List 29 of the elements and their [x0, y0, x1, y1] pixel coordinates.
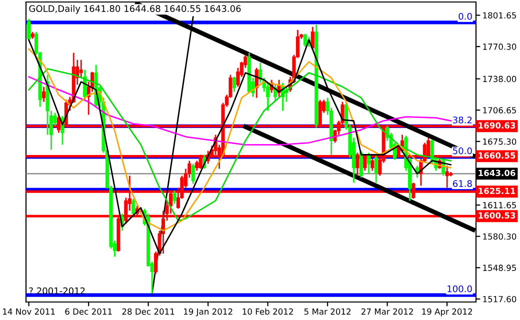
x-tick-label: 27 Mar 2012 [362, 308, 413, 315]
x-tick-label: 14 Nov 2011 [3, 308, 55, 315]
ref-line-label: 1690.63 [478, 122, 516, 129]
annotation: 0.0 [458, 12, 472, 20]
y-tick-label: 1611.65 [483, 202, 516, 208]
annotation: 100.0 [448, 285, 472, 292]
x-tick-label: 19 Jan 2012 [184, 308, 232, 316]
x-tick-label: 19 Apr 2012 [422, 308, 472, 316]
ref-line-label: 1600.53 [478, 212, 516, 219]
annotation: 50.0 [453, 147, 472, 154]
y-tick-label: 1770.30 [483, 44, 516, 50]
x-tick-label: 28 Dec 2011 [122, 308, 174, 315]
y-tick-label: 1706.65 [483, 107, 516, 114]
x-tick-label: 6 Dec 2011 [65, 308, 112, 315]
x-tick-label: 5 Mar 2012 [304, 308, 350, 315]
ref-line-label: 1660.55 [478, 152, 516, 159]
ref-line-label: 1625.11 [478, 188, 516, 194]
annotation: ? 2001-2012 [29, 287, 85, 294]
y-tick-label: 1675.30 [483, 138, 516, 145]
annotation: 38.2 [453, 116, 472, 124]
chart-title: GOLD,Daily 1641.80 1644.68 1640.55 1643.06 [29, 5, 241, 14]
y-tick-label: 1548.95 [483, 264, 516, 271]
y-tick-label: 1580.30 [483, 233, 516, 240]
y-tick-label: 1801.65 [483, 12, 516, 19]
y-tick-label: 1517.60 [483, 296, 516, 302]
y-tick-label: 1738.00 [483, 76, 516, 82]
annotation: 61.8 [452, 180, 472, 187]
ref-line-label: 1643.06 [478, 170, 516, 176]
x-tick-label: 10 Feb 2012 [242, 308, 293, 315]
